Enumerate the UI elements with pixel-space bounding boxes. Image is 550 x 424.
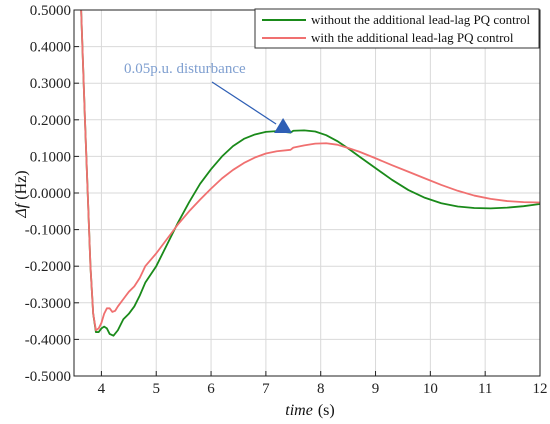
series-line-1 (80, 10, 540, 332)
y-axis-label-unit: (Hz) (13, 170, 30, 199)
y-tick-label: 0.5000 (30, 3, 71, 19)
y-tick-label: 0.3000 (30, 76, 71, 92)
disturbance-annotation: 0.05p.u. disturbance (124, 61, 293, 133)
legend-label-without-control: without the additional lead-lag PQ contr… (311, 12, 531, 27)
grid (74, 9, 541, 377)
y-tick-label: 0.2000 (30, 113, 71, 129)
x-axis-label: time (s) (285, 402, 334, 419)
axis-ticks: 4 5 6 7 8 9 10 11 12 -0.5000 -0.4000 -0.3000 -0.2000… (25, 3, 548, 397)
y-axis-label-name: Δf (13, 201, 30, 218)
y-tick-label: 0.0000 (30, 186, 71, 202)
y-axis-label: Δf (Hz) (13, 170, 30, 218)
x-tick-label: 10 (423, 381, 438, 397)
y-tick-label: -0.5000 (25, 369, 71, 385)
annotation-label: 0.05p.u. disturbance (124, 61, 246, 77)
x-tick-label: 12 (533, 381, 548, 397)
annotation-arrow-line (211, 81, 277, 125)
annotation-arrow-head (274, 117, 293, 133)
series-line-0 (80, 10, 540, 337)
x-tick-label: 7 (262, 381, 270, 397)
x-axis-label-name: time (285, 402, 313, 419)
y-tick-label: 0.4000 (30, 40, 71, 56)
x-tick-label: 4 (98, 381, 106, 397)
x-tick-label: 9 (372, 381, 380, 397)
y-tick-label: -0.1000 (25, 223, 71, 239)
x-tick-label: 5 (152, 381, 160, 397)
x-tick-label: 11 (478, 381, 492, 397)
y-tick-label: -0.3000 (25, 296, 71, 312)
y-tick-label: -0.2000 (25, 259, 71, 275)
legend: without the additional lead-lag PQ contr… (254, 8, 540, 49)
x-axis-label-unit: (s) (318, 402, 335, 419)
y-tick-label: 0.1000 (30, 149, 71, 165)
y-tick-label: -0.4000 (25, 332, 71, 348)
x-tick-label: 6 (207, 381, 215, 397)
legend-box (254, 8, 540, 49)
x-tick-label: 8 (317, 381, 325, 397)
legend-label-with-control: with the additional lead-lag PQ control (311, 30, 514, 45)
series-lines (80, 10, 540, 337)
